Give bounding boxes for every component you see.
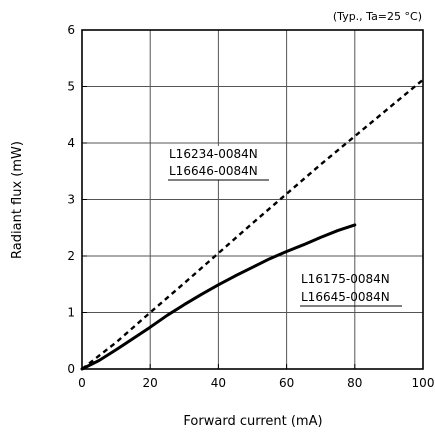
series-label-dashed-1: L16234-0084N <box>169 147 258 161</box>
series-line-solid <box>80 223 357 371</box>
grid-lines <box>82 30 423 369</box>
series-label-group-solid: L16175-0084N L16645-0084N <box>300 272 402 307</box>
condition-note: (Typ., Ta=25 °C) <box>333 10 422 23</box>
y-tick-label: 5 <box>67 80 75 94</box>
series-line-dashed <box>81 78 424 370</box>
series-label-group-dashed: L16234-0084N L16646-0084N <box>166 146 272 181</box>
y-tick-label: 1 <box>67 306 75 320</box>
y-tick-label: 0 <box>67 362 75 376</box>
series-label-solid-2: L16645-0084N <box>301 290 390 304</box>
x-tick-labels: 0 20 40 60 80 100 <box>78 376 434 390</box>
y-tick-labels: 0 1 2 3 4 5 6 <box>67 23 75 376</box>
y-tick-label: 2 <box>67 249 75 263</box>
series-label-dashed-2: L16646-0084N <box>169 164 258 178</box>
x-tick-label: 100 <box>412 376 435 390</box>
series-label-background <box>166 146 272 180</box>
y-tick-label: 4 <box>67 136 75 150</box>
y-tick-label: 3 <box>67 193 75 207</box>
x-tick-label: 20 <box>143 376 158 390</box>
x-tick-label: 40 <box>211 376 226 390</box>
x-tick-label: 0 <box>78 376 86 390</box>
y-axis-label: Radiant flux (mW) <box>10 141 25 259</box>
series-label-solid-1: L16175-0084N <box>301 272 390 286</box>
x-axis-label: Forward current (mA) <box>183 414 322 429</box>
x-tick-label: 80 <box>347 376 362 390</box>
series-layer <box>80 78 424 371</box>
x-tick-label: 60 <box>279 376 294 390</box>
y-tick-label: 6 <box>67 23 75 37</box>
ticks-layer <box>81 29 424 370</box>
